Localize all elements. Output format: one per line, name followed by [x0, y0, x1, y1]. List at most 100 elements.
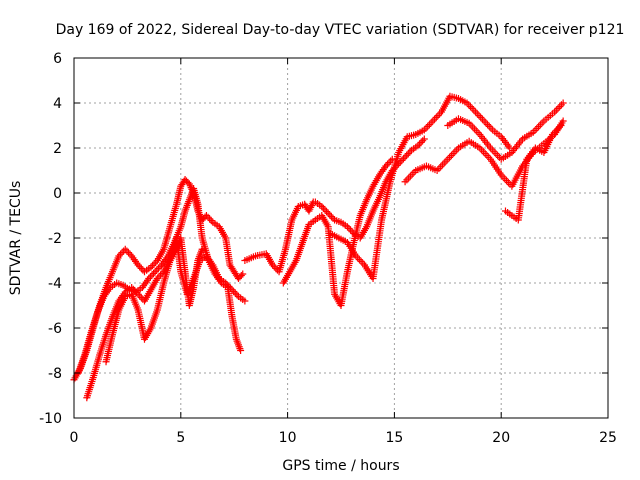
data-point [150, 269, 158, 277]
data-point [155, 273, 163, 281]
data-point [123, 247, 131, 255]
data-point [270, 263, 278, 271]
data-point [225, 282, 233, 290]
data-point [150, 260, 158, 268]
y-tick-label: -4 [48, 276, 62, 292]
data-point [231, 289, 239, 297]
data-point [118, 249, 126, 257]
data-point [228, 286, 236, 294]
data-point [202, 212, 210, 219]
data-point [559, 99, 567, 107]
data-point [404, 150, 412, 158]
series-track-f [279, 155, 396, 309]
data-point [401, 153, 409, 161]
chart-title: Day 169 of 2022, Sidereal Day-to-day VTE… [56, 22, 625, 38]
data-point [414, 142, 422, 150]
data-point [557, 122, 565, 129]
x-tick-label: 0 [70, 430, 79, 446]
y-axis-label: SDTVAR / TECUs [8, 181, 24, 296]
data-point [145, 275, 153, 282]
data-point [554, 104, 562, 112]
data-point [480, 117, 488, 125]
y-tick-label: 0 [53, 186, 62, 202]
data-point [406, 148, 414, 156]
data-point [329, 214, 337, 222]
data-point [148, 262, 156, 270]
y-tick-label: 2 [53, 141, 62, 157]
data-point [153, 266, 161, 274]
data-point [318, 203, 326, 210]
data-point [472, 108, 480, 116]
data-point [323, 208, 331, 216]
data-point [146, 273, 154, 281]
data-point [470, 106, 478, 114]
data-point [478, 115, 486, 123]
data-point [396, 158, 404, 166]
data-point [434, 112, 442, 120]
data-point [385, 159, 393, 167]
data-point [230, 287, 238, 295]
data-point [431, 115, 439, 123]
data-point [226, 284, 234, 292]
data-points [70, 92, 567, 402]
series-track-d [102, 234, 249, 366]
y-tick-label: -8 [48, 366, 62, 382]
data-point [343, 223, 351, 231]
data-point [382, 162, 390, 170]
data-point [557, 101, 565, 109]
data-point [506, 144, 514, 152]
data-point [152, 258, 160, 266]
data-point [272, 264, 280, 272]
data-point [473, 110, 481, 118]
data-point [399, 155, 407, 163]
data-point [198, 245, 206, 253]
data-point [482, 119, 490, 127]
data-point [355, 256, 363, 264]
data-point [427, 119, 435, 127]
data-point [269, 261, 277, 269]
data-point [151, 268, 159, 276]
x-tick-labels: 0 5 10 15 20 25 [70, 430, 617, 446]
y-tick-label: -6 [48, 321, 62, 337]
data-point [475, 112, 483, 120]
y-tick-labels: -10 -8 -6 -4 -2 0 2 4 6 [39, 51, 62, 427]
data-point [419, 137, 427, 145]
data-point [485, 122, 493, 130]
data-point [207, 217, 215, 225]
data-point [477, 113, 485, 121]
data-point [204, 213, 212, 221]
y-tick-label: -10 [39, 411, 62, 427]
y-tick-label: 6 [53, 51, 62, 67]
data-point [206, 215, 214, 223]
data-point [233, 291, 241, 299]
data-point [153, 275, 161, 282]
x-tick-label: 20 [492, 430, 510, 446]
series-track-e [241, 198, 317, 276]
y-tick-label: -2 [48, 231, 62, 247]
data-point [134, 261, 142, 269]
data-point [425, 121, 433, 129]
data-point [383, 160, 391, 168]
data-point [239, 270, 247, 278]
data-point [357, 257, 365, 265]
data-point [134, 290, 142, 298]
data-point [241, 297, 249, 305]
data-point [154, 264, 162, 272]
series-track-c [83, 234, 206, 402]
data-point [326, 211, 334, 219]
data-point [132, 289, 140, 297]
x-tick-label: 10 [279, 430, 297, 446]
data-point [147, 263, 155, 271]
data-point [222, 279, 230, 287]
data-point [116, 250, 124, 258]
x-tick-label: 15 [385, 430, 403, 446]
data-point [136, 263, 144, 271]
data-point [115, 252, 123, 260]
data-point [348, 228, 356, 236]
data-point [129, 285, 137, 293]
data-point [321, 206, 329, 214]
data-point [484, 121, 492, 129]
data-point [136, 292, 144, 300]
data-point [237, 347, 245, 354]
